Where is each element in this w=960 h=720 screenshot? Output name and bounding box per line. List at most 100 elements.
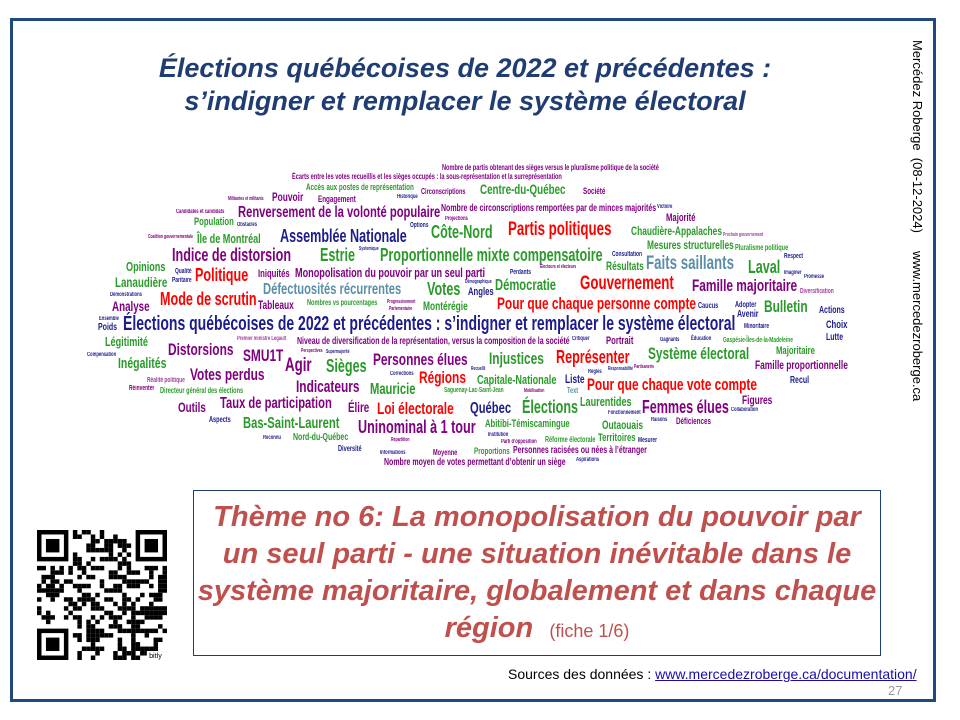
qr-module (90, 615, 96, 620)
word-cloud-word: Coalition gouvernementale (148, 234, 194, 241)
sources-label: Sources des données : (508, 666, 656, 682)
qr-module (135, 628, 141, 634)
qr-module (90, 556, 96, 562)
qr-module (122, 601, 127, 607)
qr-module (72, 561, 78, 566)
word-cloud-word: Adopter (735, 300, 757, 309)
word-cloud-word: Renversement de la volonté populaire (237, 203, 440, 221)
qr-module (162, 606, 167, 611)
word-cloud-word: Moyenne (433, 448, 458, 457)
qr-module (131, 646, 136, 652)
qr-module (140, 610, 145, 616)
qr-module (68, 570, 73, 575)
word-cloud-word: Représenter (556, 347, 630, 367)
qr-module (113, 601, 118, 607)
qr-module (113, 615, 118, 620)
qr-module (117, 624, 123, 629)
qr-module (162, 583, 167, 589)
word-cloud-word: Liste (565, 372, 585, 387)
qr-module (158, 579, 163, 584)
page-number: 27 (888, 683, 903, 698)
qr-module (45, 592, 51, 598)
word-cloud-word: Militantes et militants (228, 195, 264, 202)
qr-module (117, 574, 123, 580)
qr-module (122, 547, 127, 553)
qr-module (149, 570, 154, 575)
qr-module (104, 588, 109, 593)
qr-module (153, 597, 159, 602)
qr-module (77, 583, 82, 589)
word-cloud-word: Recul (790, 375, 810, 386)
qr-module (86, 592, 91, 598)
qr-module (90, 606, 96, 611)
word-cloud-word: Respect (783, 253, 804, 261)
word-cloud-word: Monopolisation du pouvoir par un seul pa… (295, 264, 486, 280)
qr-module (63, 606, 69, 611)
word-cloud-word: Écarts entre les votes recueillis et les… (292, 171, 562, 181)
word-cloud-word: Taux de participation (220, 395, 332, 412)
word-cloud-word: Électeurs et électeurs (539, 264, 576, 271)
qr-module (108, 543, 114, 548)
word-cloud-word: Répartition (390, 437, 410, 444)
word-cloud-word: Politique (195, 265, 249, 285)
qr-module (86, 547, 91, 553)
word-cloud-word: Proportionnelle mixte compensatoire (380, 245, 603, 265)
theme-line-2: un seul parti - une situation inévitable… (222, 538, 852, 570)
qr-module (117, 642, 123, 647)
qr-module (144, 565, 150, 571)
qr-module (144, 610, 150, 616)
qr-module (41, 588, 46, 593)
qr-module (90, 574, 96, 580)
qr-module (37, 565, 42, 571)
qr-module (77, 597, 82, 602)
qr-module (131, 624, 136, 629)
qr-module (108, 547, 114, 553)
word-cloud-word: Capitale-Nationale (477, 372, 557, 387)
word-cloud-word: Parlementaire (388, 306, 412, 313)
qr-module (77, 534, 82, 539)
word-cloud-word: Partisanerie (634, 363, 655, 370)
qr-module (68, 610, 73, 616)
word-cloud-word: Laurentides (579, 393, 632, 409)
word-cloud-word: Résultats (605, 258, 644, 273)
qr-module (45, 615, 51, 620)
word-cloud-word: Victoire (657, 203, 673, 210)
word-cloud-word: Nombre moyen de votes permettant d’obten… (383, 457, 566, 469)
qr-code[interactable]: bitly (37, 530, 167, 660)
word-cloud-word: Bas-Saint-Laurent (243, 415, 340, 432)
documentation-link[interactable]: www.mercedezroberge.ca/documentation/ (655, 666, 917, 682)
qr-module (37, 583, 42, 589)
slide-frame (10, 18, 934, 702)
word-cloud-word: Critiquer (571, 336, 590, 343)
word-cloud-word: Système électoral (648, 344, 750, 363)
qr-module (104, 633, 109, 638)
title-line-1: Élections québécoises de 2022 et précéde… (158, 53, 772, 83)
qr-module (126, 606, 132, 611)
word-cloud-word: Injustices (489, 349, 544, 368)
qr-module (90, 565, 96, 571)
word-cloud-word: Québec (470, 400, 512, 417)
qr-module (144, 633, 150, 638)
word-cloud-word: Nombres vs pourcentages (307, 298, 378, 307)
qr-label-bg (146, 651, 167, 660)
qr-module (140, 646, 145, 652)
qr-module (126, 579, 132, 584)
qr-module (50, 588, 55, 593)
qr-module (126, 565, 132, 571)
word-cloud-word: Réalité politique (147, 376, 186, 384)
word-cloud-word: Votes perdus (190, 365, 265, 384)
qr-module (81, 601, 87, 607)
qr-module (37, 606, 42, 611)
qr-module (153, 628, 159, 634)
qr-module (99, 606, 105, 611)
word-cloud-word: Analyse (112, 298, 150, 314)
qr-module (59, 588, 64, 593)
qr-module (59, 565, 64, 571)
word-cloud-word: Pour que chaque personne compte (497, 294, 697, 313)
word-cloud-word: Régions (419, 368, 466, 387)
word-cloud-word: Premier ministre Legault (237, 336, 287, 343)
word-cloud-word: Collaboration (731, 407, 759, 414)
qr-module (86, 619, 91, 625)
qr-module (99, 633, 105, 638)
word-cloud-word: Progressivement (386, 298, 416, 305)
